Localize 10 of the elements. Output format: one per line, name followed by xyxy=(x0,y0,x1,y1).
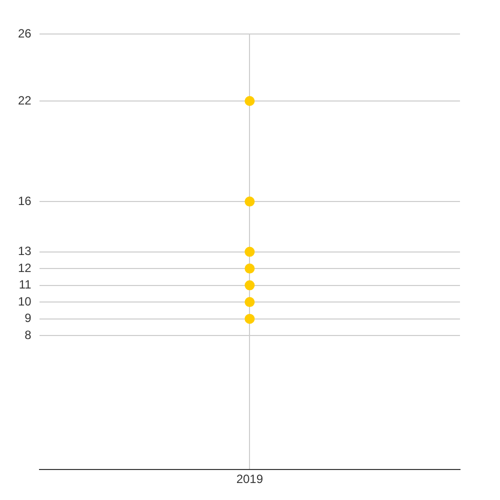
x-tick-label: 2019 xyxy=(236,472,264,486)
y-tick-label: 16 xyxy=(18,194,32,208)
y-tick-label: 26 xyxy=(18,26,32,40)
y-tick-label: 12 xyxy=(18,260,32,275)
y-tick-label: 11 xyxy=(18,278,32,292)
y-tick-label: 8 xyxy=(24,328,32,342)
y-tick-label: 22 xyxy=(18,93,32,108)
y-tick-label: 13 xyxy=(18,244,32,258)
y-tick-label: 9 xyxy=(24,311,32,326)
y-tick-label: 10 xyxy=(18,294,32,308)
